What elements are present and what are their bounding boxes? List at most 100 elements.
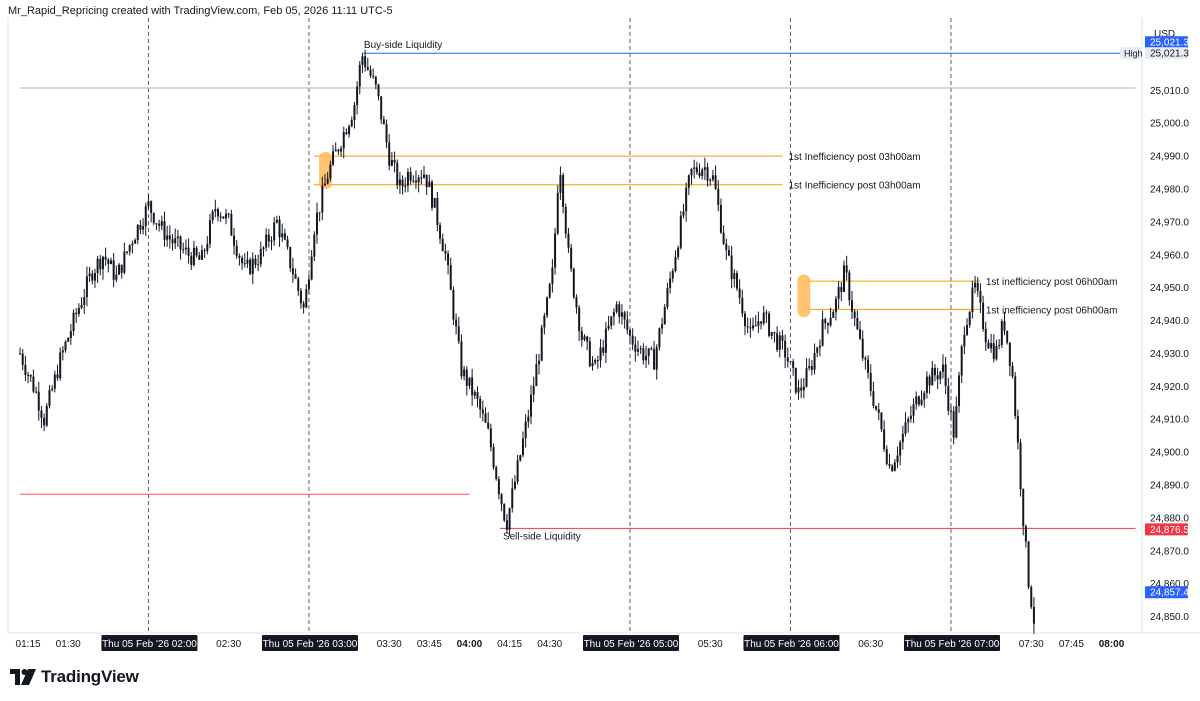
candle-body <box>455 319 458 327</box>
price-tick: 24,980.0 <box>1150 185 1189 196</box>
chart-caption: Mr_Rapid_Repricing created with TradingV… <box>8 5 393 17</box>
candle-body <box>572 268 575 298</box>
candle-body <box>449 265 452 290</box>
candle-body <box>123 251 126 273</box>
candle-body <box>179 236 182 250</box>
candle-body <box>479 398 482 410</box>
candle-body <box>789 361 792 363</box>
candle-body <box>813 352 816 370</box>
candle-body <box>615 304 618 312</box>
candle-body <box>109 260 112 265</box>
candle-body <box>45 405 48 426</box>
brand-name: TradingView <box>41 667 139 686</box>
candle-body <box>342 132 345 149</box>
candle-body <box>1000 321 1003 346</box>
candle-body <box>770 332 773 336</box>
candle-body <box>976 282 979 292</box>
candle-body <box>639 348 642 350</box>
candle-body <box>992 343 995 360</box>
candle-body <box>286 239 289 248</box>
candle-body <box>131 243 134 246</box>
candle-body <box>642 348 645 361</box>
candle-body <box>388 142 391 166</box>
candle-body <box>658 328 661 348</box>
session-label: Thu 05 Feb '26 03:00 <box>263 639 358 650</box>
candle-body <box>43 417 46 426</box>
candle-body <box>134 240 137 244</box>
candle-body <box>128 245 131 252</box>
candle-body <box>939 371 942 380</box>
candle-body <box>891 465 894 471</box>
candle-body <box>816 347 819 353</box>
candle-body <box>150 201 153 214</box>
price-label-box <box>1145 36 1188 49</box>
candle-body <box>225 213 228 219</box>
candle-body <box>217 209 219 217</box>
candle-body <box>687 175 690 188</box>
candle-body <box>366 67 369 70</box>
candle-body <box>358 64 361 87</box>
candle-body <box>1016 416 1019 443</box>
candle-body <box>521 438 524 456</box>
candle-body <box>53 374 56 389</box>
candle-body <box>703 167 706 170</box>
candle-body <box>548 284 551 298</box>
candle-body <box>401 179 404 187</box>
candle-body <box>925 376 928 393</box>
candle-body <box>315 212 318 235</box>
session-label-box <box>903 635 1000 651</box>
session-label: Thu 05 Feb '26 05:00 <box>584 639 679 650</box>
candle-body <box>171 239 174 244</box>
price-tick: 24,910.0 <box>1150 415 1189 426</box>
candle-body <box>291 268 294 275</box>
tradingview-logo: TradingView <box>10 667 139 687</box>
candle-body <box>444 251 447 254</box>
candle-body <box>219 216 222 218</box>
time-tick: 04:15 <box>497 639 522 650</box>
candle-body <box>677 247 680 257</box>
candle-body <box>893 462 896 471</box>
time-axis: 01:15 01:30 02:30 03:30 03:45 04:00 04:15 04:30… <box>16 635 1125 651</box>
time-tick: 01:15 <box>16 639 41 650</box>
candle-body <box>144 206 147 227</box>
candle-body <box>361 56 364 65</box>
candle-body <box>83 297 86 305</box>
time-tick: 05:30 <box>698 639 723 650</box>
candle-body <box>1024 526 1027 542</box>
candle-body <box>746 326 749 328</box>
candle-body <box>393 159 396 163</box>
candle-body <box>404 185 407 187</box>
price-tick: 24,930.0 <box>1150 349 1189 360</box>
candle-body <box>233 235 236 246</box>
level-label: 1st Inefficiency post 03h00am <box>788 152 920 163</box>
candle-body <box>227 213 230 215</box>
candle-body <box>829 317 832 326</box>
candle-body <box>979 291 982 303</box>
candle-body <box>786 357 789 362</box>
candle-body <box>856 318 859 330</box>
candle-body <box>591 362 594 367</box>
candle-body <box>556 192 559 234</box>
candle-body <box>818 345 821 348</box>
candle-body <box>48 389 51 406</box>
candle-body <box>645 355 648 361</box>
candle-body <box>508 508 511 530</box>
candle-body <box>762 312 765 324</box>
candle-body <box>784 340 787 358</box>
candle-body <box>21 353 24 366</box>
price-tick: 24,970.0 <box>1150 217 1189 228</box>
candle-body <box>907 419 910 423</box>
candle-body <box>562 175 565 207</box>
candle-body <box>457 326 460 342</box>
candle-body <box>278 219 281 238</box>
candle-body <box>436 197 439 225</box>
price-tick: 24,960.0 <box>1150 250 1189 261</box>
session-label-box <box>582 635 679 651</box>
candle-body <box>706 167 709 181</box>
candle-body <box>334 149 337 152</box>
candle-body <box>861 338 864 359</box>
candle-body <box>513 481 516 489</box>
candle-body <box>661 324 664 329</box>
candle-body <box>941 364 944 372</box>
